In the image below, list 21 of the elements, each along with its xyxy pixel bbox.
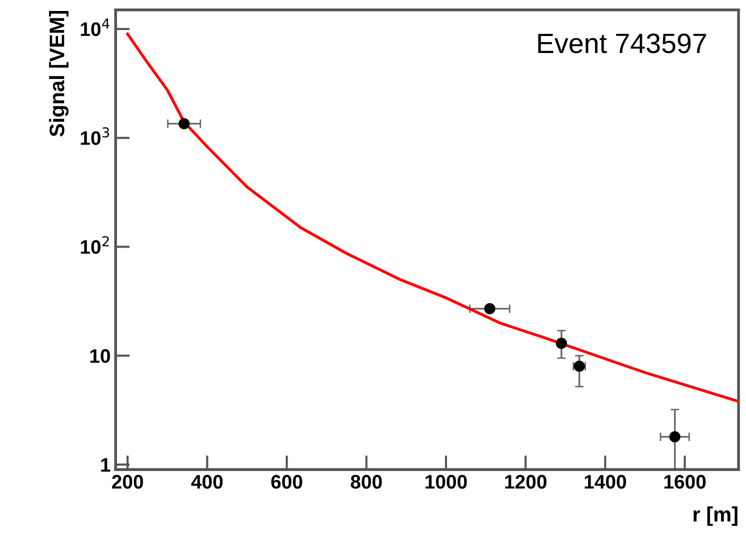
- line-series: [126, 32, 739, 403]
- x-axis-title: r [m]: [694, 506, 738, 526]
- y-tick-label: 10$^{4}$: [80, 18, 110, 36]
- x-tick-label: 800: [350, 474, 382, 489]
- point: [556, 338, 567, 349]
- x-tick-label: 200: [112, 474, 143, 489]
- x-tick-label: 1200: [505, 474, 546, 489]
- y-tick-label: 10$^{3}$: [80, 127, 110, 145]
- x-tick-label: 400: [191, 474, 223, 489]
- x-tick-label: 600: [271, 474, 302, 489]
- x-tick-label: 1000: [426, 474, 467, 489]
- y-tick-label: 10$^{2}$: [80, 236, 109, 254]
- point: [669, 431, 680, 442]
- x-tick-label: 1400: [584, 474, 626, 489]
- y-tick-label: 10: [90, 349, 110, 363]
- y-tick-label: 1: [101, 458, 110, 472]
- point: [484, 303, 496, 314]
- annotation: Event 743597: [538, 34, 706, 54]
- x-tick-label: 1600: [664, 474, 706, 489]
- point: [178, 118, 190, 130]
- y-axis-title: Signal [VEM]: [49, 10, 69, 137]
